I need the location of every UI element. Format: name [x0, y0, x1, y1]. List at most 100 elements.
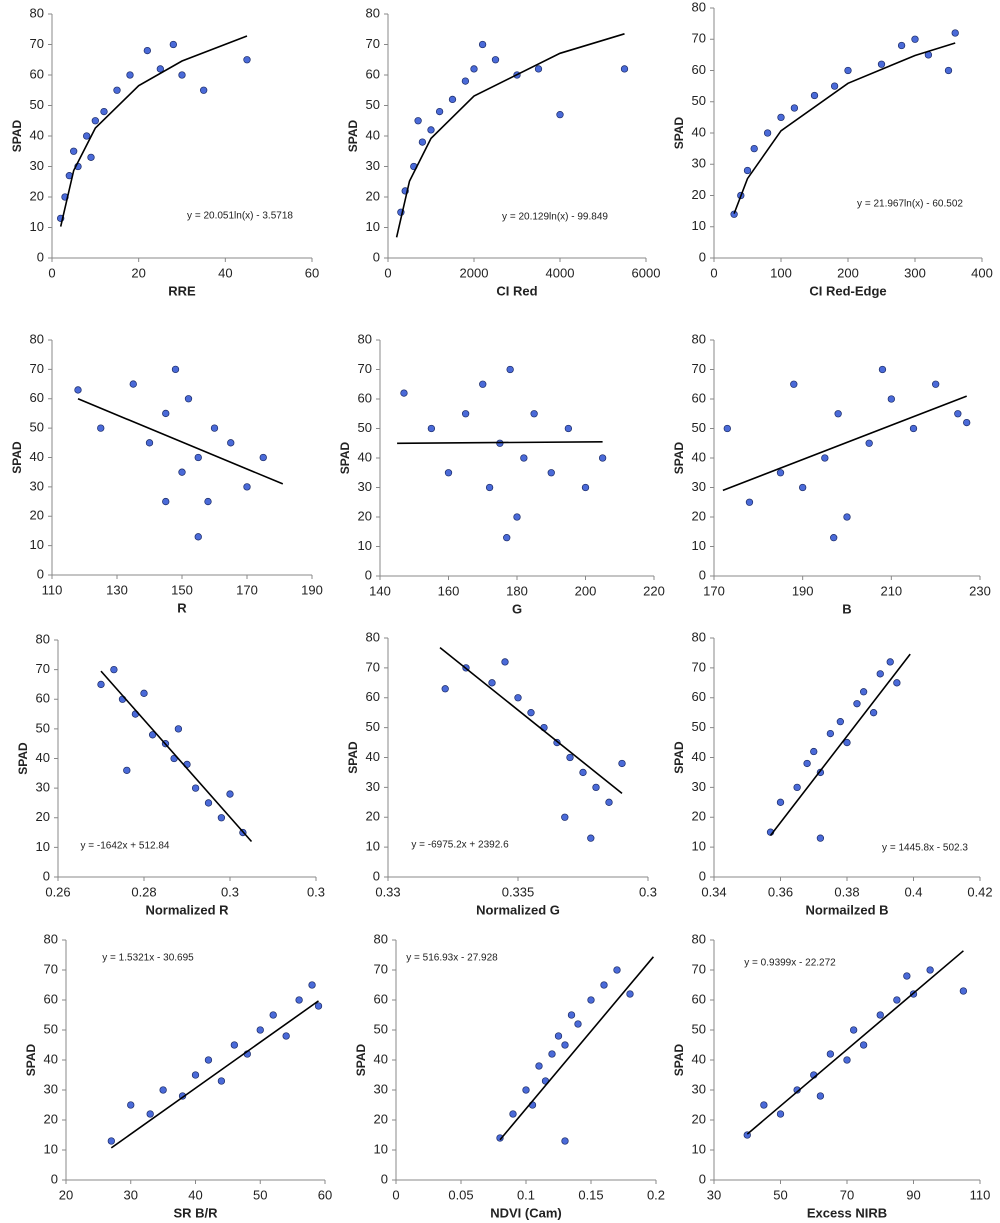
- x-tick-label: 400: [971, 265, 993, 280]
- data-point: [761, 1102, 768, 1109]
- y-axis-label: SPAD: [10, 119, 24, 152]
- y-tick-label: 0: [381, 1171, 388, 1186]
- data-point: [315, 1003, 322, 1010]
- data-point: [98, 681, 105, 688]
- x-axis-label: Excess NIRB: [807, 1205, 887, 1220]
- x-tick-label: 190: [301, 582, 323, 597]
- data-point: [555, 1033, 562, 1040]
- x-axis-label: G: [512, 601, 522, 616]
- x-tick-label: 0.3: [639, 884, 657, 899]
- data-point: [195, 534, 202, 541]
- data-point: [904, 973, 911, 980]
- equation: y = 1.5321x - 30.695: [102, 953, 194, 964]
- data-point: [844, 514, 851, 521]
- data-point: [502, 659, 509, 666]
- y-tick-label: 30: [374, 1081, 388, 1096]
- data-point: [205, 1057, 212, 1064]
- x-tick-label: 100: [770, 265, 792, 280]
- x-tick-label: 70: [840, 1187, 854, 1202]
- y-tick-label: 30: [358, 479, 372, 494]
- page: 010203040506070800204060RRESPADy = 20.05…: [0, 0, 1000, 1223]
- x-tick-label: 0: [384, 265, 391, 280]
- x-tick-label: 50: [773, 1187, 787, 1202]
- y-tick-label: 30: [366, 779, 380, 794]
- data-point: [257, 1027, 264, 1034]
- data-point: [127, 72, 134, 79]
- data-point: [124, 767, 131, 774]
- data-point: [827, 730, 834, 737]
- y-tick-label: 0: [699, 567, 706, 582]
- y-axis-label: SPAD: [10, 441, 24, 474]
- data-point: [549, 1051, 556, 1058]
- y-tick-label: 0: [699, 868, 706, 883]
- y-tick-label: 60: [358, 390, 372, 405]
- data-point: [231, 1042, 238, 1049]
- y-tick-label: 10: [692, 839, 706, 854]
- y-axis-label: SPAD: [24, 1043, 38, 1076]
- y-axis-label: SPAD: [338, 441, 352, 474]
- chart-panel: 010203040506070800.340.360.380.40.42Norm…: [672, 629, 992, 917]
- chart-panel: 01020304050607080110130150170190RSPAD: [10, 331, 323, 615]
- data-point: [160, 1087, 167, 1094]
- y-tick-label: 50: [358, 420, 372, 435]
- data-point: [945, 67, 952, 74]
- data-point: [244, 56, 251, 63]
- y-axis-label: SPAD: [672, 441, 686, 474]
- y-tick-label: 80: [358, 331, 372, 346]
- x-tick-label: 0.3: [221, 884, 239, 899]
- x-tick-label: 0.335: [502, 884, 535, 899]
- y-tick-label: 70: [692, 31, 706, 46]
- data-point: [442, 685, 449, 692]
- x-tick-label: 0.38: [834, 884, 859, 899]
- data-point: [619, 760, 626, 767]
- x-tick-label: 60: [318, 1187, 332, 1202]
- y-tick-label: 30: [692, 479, 706, 494]
- equation: y = 20.051ln(x) - 3.5718: [187, 211, 293, 222]
- data-point: [827, 1051, 834, 1058]
- data-point: [179, 469, 186, 476]
- data-point: [879, 366, 886, 373]
- x-axis-label: Normalized R: [145, 902, 229, 917]
- data-point: [822, 455, 829, 462]
- x-tick-label: 0.1: [517, 1187, 535, 1202]
- chart-panel: 010203040506070800200040006000CI RedSPAD…: [346, 5, 660, 298]
- y-tick-label: 60: [692, 390, 706, 405]
- data-point: [870, 709, 877, 716]
- y-axis-label: SPAD: [346, 741, 360, 774]
- data-point: [97, 425, 104, 432]
- data-point: [955, 410, 962, 417]
- data-point: [175, 726, 182, 733]
- figure: 010203040506070800204060RRESPADy = 20.05…: [0, 0, 1000, 1223]
- data-point: [746, 499, 753, 506]
- data-point: [804, 760, 811, 767]
- data-point: [195, 454, 202, 461]
- data-point: [963, 419, 970, 426]
- data-point: [449, 96, 456, 103]
- y-tick-label: 60: [36, 691, 50, 706]
- y-tick-label: 10: [358, 538, 372, 553]
- data-point: [179, 72, 186, 79]
- y-tick-label: 30: [36, 780, 50, 795]
- data-point: [548, 469, 555, 476]
- x-tick-label: 30: [124, 1187, 138, 1202]
- x-axis-label: RRE: [168, 283, 196, 298]
- data-point: [419, 139, 426, 146]
- data-point: [479, 41, 486, 48]
- y-tick-label: 50: [692, 420, 706, 435]
- data-point: [850, 1027, 857, 1034]
- equation: y = -6975.2x + 2392.6: [411, 840, 509, 851]
- y-tick-label: 40: [366, 127, 380, 142]
- data-point: [535, 66, 542, 73]
- data-point: [503, 534, 510, 541]
- data-point: [601, 982, 608, 989]
- y-tick-label: 50: [30, 97, 44, 112]
- equation: y = 0.9399x - 22.272: [744, 958, 836, 969]
- equation: y = 1445.8x - 502.3: [882, 843, 968, 854]
- y-tick-label: 80: [36, 631, 50, 646]
- data-point: [489, 680, 496, 687]
- data-point: [510, 1111, 517, 1118]
- data-point: [830, 534, 837, 541]
- data-point: [192, 1072, 199, 1079]
- data-point: [170, 41, 177, 48]
